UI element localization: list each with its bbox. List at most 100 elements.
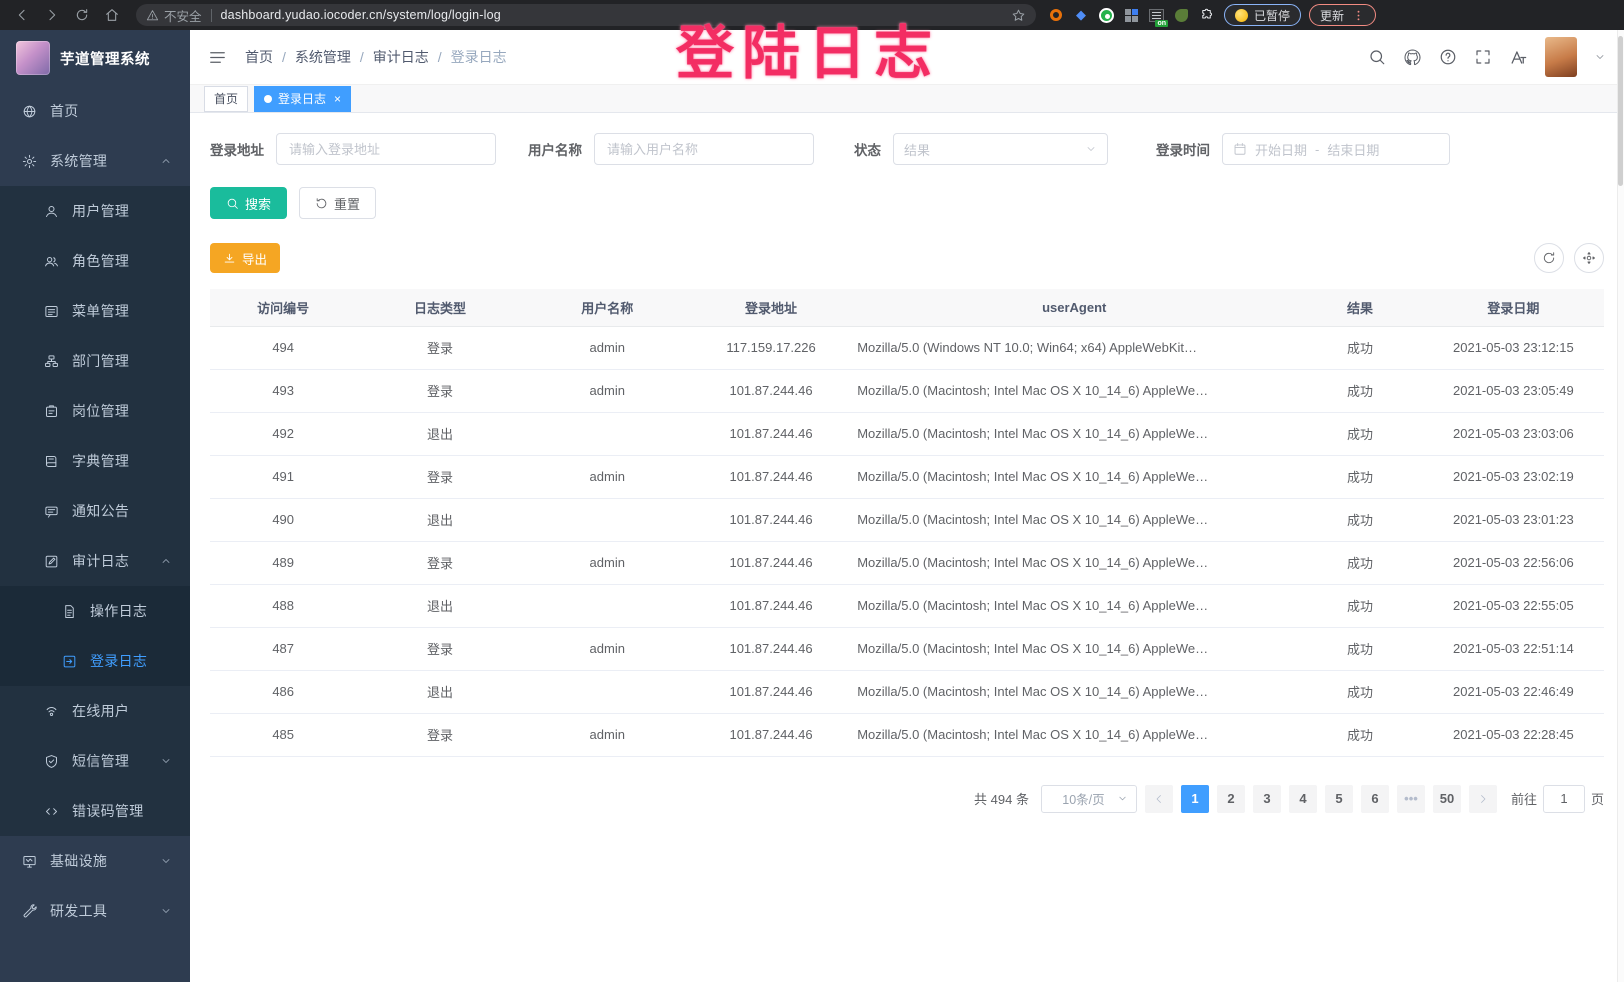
sidebar-item-sms[interactable]: 短信管理 <box>0 736 190 786</box>
address-bar[interactable]: 不安全 dashboard.yudao.iocoder.cn/system/lo… <box>136 4 1036 26</box>
breadcrumb-item[interactable]: 系统管理 <box>294 49 351 65</box>
status-select[interactable]: 结果 <box>893 133 1108 165</box>
breadcrumb-item[interactable]: 审计日志 <box>372 49 429 65</box>
tab-item[interactable]: 首页 <box>204 85 249 112</box>
table-cell: 101.87.244.46 <box>690 713 852 757</box>
font-size-icon[interactable] <box>1509 48 1528 67</box>
search-icon[interactable] <box>1368 48 1386 66</box>
sidebar-item-code[interactable]: 错误码管理 <box>0 786 190 836</box>
page-button[interactable]: 50 <box>1432 784 1461 813</box>
extension-grid-icon[interactable] <box>1123 7 1139 23</box>
login-address-input[interactable] <box>276 133 496 165</box>
search-button[interactable]: 搜索 <box>210 187 288 219</box>
not-secure-warning[interactable]: 不安全 <box>146 6 202 25</box>
prev-page-button[interactable] <box>1144 784 1173 813</box>
sidebar-item-badge[interactable]: 岗位管理 <box>0 386 190 436</box>
username-input[interactable] <box>594 133 814 165</box>
sidebar-item-book[interactable]: 字典管理 <box>0 436 190 486</box>
sidebar-item-edit[interactable]: 审计日志 <box>0 536 190 586</box>
table-row: 488 退出 101.87.244.46 Mozilla/5.0 (Macintosh… <box>210 584 1604 628</box>
table-cell: 2021-05-03 23:12:15 <box>1422 326 1604 370</box>
table-tools <box>1534 243 1604 273</box>
page-button[interactable]: 4 <box>1288 784 1317 813</box>
refresh-table-button[interactable] <box>1534 243 1564 273</box>
table-cell: 2021-05-03 22:56:06 <box>1422 541 1604 585</box>
sidebar-item-gear[interactable]: 系统管理 <box>0 136 190 186</box>
reset-button[interactable]: 重置 <box>299 187 377 219</box>
page-button[interactable]: 1 <box>1180 784 1209 813</box>
sidebar-item-login[interactable]: 登录日志 <box>0 636 190 686</box>
table-cell: 2021-05-03 22:55:05 <box>1422 584 1604 628</box>
table-cell: 登录 <box>356 369 524 413</box>
goto-page-input[interactable] <box>1542 784 1585 813</box>
code-icon <box>44 804 59 819</box>
scrollbar-thumb[interactable] <box>1618 36 1623 186</box>
date-range-picker[interactable]: 开始日期 - 结束日期 <box>1222 133 1450 165</box>
sidebar-item-megaphone[interactable]: 通知公告 <box>0 486 190 536</box>
extensions-puzzle-icon[interactable] <box>1198 7 1214 23</box>
table-cell: Mozilla/5.0 (Macintosh; Intel Mac OS X 1… <box>851 627 1298 671</box>
user-avatar[interactable] <box>1545 37 1577 77</box>
scrollbar[interactable] <box>1617 30 1624 982</box>
table-cell: 2021-05-03 22:46:49 <box>1422 670 1604 714</box>
sidebar-item-dashboard[interactable]: 首页 <box>0 86 190 136</box>
browser-reload-icon[interactable] <box>74 7 90 23</box>
page-size-select[interactable]: 10条/页 <box>1040 784 1137 813</box>
sidebar-item-user[interactable]: 用户管理 <box>0 186 190 236</box>
github-icon[interactable] <box>1403 48 1422 67</box>
fullscreen-icon[interactable] <box>1474 48 1492 66</box>
table-row: 491 登录 admin 101.87.244.46 Mozilla/5.0 (Maci… <box>210 455 1604 499</box>
extension-leaf-icon[interactable] <box>1173 7 1189 23</box>
page-button[interactable]: 6 <box>1360 784 1389 813</box>
sidebar-item-tree[interactable]: 部门管理 <box>0 336 190 386</box>
sidebar-item-menu[interactable]: 菜单管理 <box>0 286 190 336</box>
column-settings-button[interactable] <box>1574 243 1604 273</box>
search-button-label: 搜索 <box>245 196 272 212</box>
help-icon[interactable] <box>1439 48 1457 66</box>
browser-home-icon[interactable] <box>104 7 120 23</box>
sidebar-item-label: 通知公告 <box>72 503 130 519</box>
table-cell: Mozilla/5.0 (Windows NT 10.0; Win64; x64… <box>851 326 1298 370</box>
page-button[interactable]: 3 <box>1252 784 1281 813</box>
breadcrumb-item[interactable]: 首页 <box>245 49 273 65</box>
extension-gem-icon[interactable]: ◆ <box>1076 7 1086 22</box>
sidebar-item-tools[interactable]: 研发工具 <box>0 886 190 936</box>
table-cell: 490 <box>210 498 357 542</box>
extension-list-icon[interactable]: on <box>1148 7 1168 27</box>
table-cell: 101.87.244.46 <box>690 455 852 499</box>
browser-forward-icon[interactable] <box>44 7 60 23</box>
edit-icon <box>44 554 59 569</box>
extension-orange-icon[interactable] <box>1048 7 1064 23</box>
paused-badge[interactable]: 已暂停 <box>1224 4 1302 26</box>
sidebar-item-label: 用户管理 <box>72 203 130 219</box>
sidebar-item-label: 短信管理 <box>72 753 130 769</box>
table-cell: 登录 <box>356 541 524 585</box>
close-icon[interactable]: × <box>334 91 342 106</box>
chevron-down-icon <box>1117 793 1128 804</box>
sms-icon <box>44 754 59 769</box>
hamburger-icon[interactable] <box>208 48 227 67</box>
update-button[interactable]: 更新 <box>1309 4 1377 26</box>
app-logo-row[interactable]: 芋道管理系统 <box>0 30 190 86</box>
browser-back-icon[interactable] <box>14 7 30 23</box>
extension-green-icon[interactable] <box>1098 7 1114 23</box>
sidebar-item-doc[interactable]: 操作日志 <box>0 586 190 636</box>
sidebar-item-infra[interactable]: 基础设施 <box>0 836 190 886</box>
next-page-button[interactable] <box>1468 784 1497 813</box>
table-cell: 494 <box>210 326 357 370</box>
sidebar-item-users[interactable]: 角色管理 <box>0 236 190 286</box>
more-pages-button[interactable]: ••• <box>1396 784 1425 813</box>
sidebar-item-label: 岗位管理 <box>72 403 130 419</box>
sidebar-item-online[interactable]: 在线用户 <box>0 686 190 736</box>
export-button[interactable]: 导出 <box>210 243 281 273</box>
avatar-caret-icon[interactable] <box>1594 51 1606 63</box>
page-button[interactable]: 5 <box>1324 784 1353 813</box>
sidebar-item-label: 研发工具 <box>50 903 108 919</box>
page-button[interactable]: 2 <box>1216 784 1245 813</box>
tab-active[interactable]: 登录日志 × <box>254 85 352 112</box>
bookmark-star-icon[interactable] <box>1011 8 1026 23</box>
table-cell: 成功 <box>1297 713 1423 757</box>
chevron-down-icon <box>160 855 172 867</box>
browser-menu-dots-icon[interactable] <box>1352 9 1365 22</box>
